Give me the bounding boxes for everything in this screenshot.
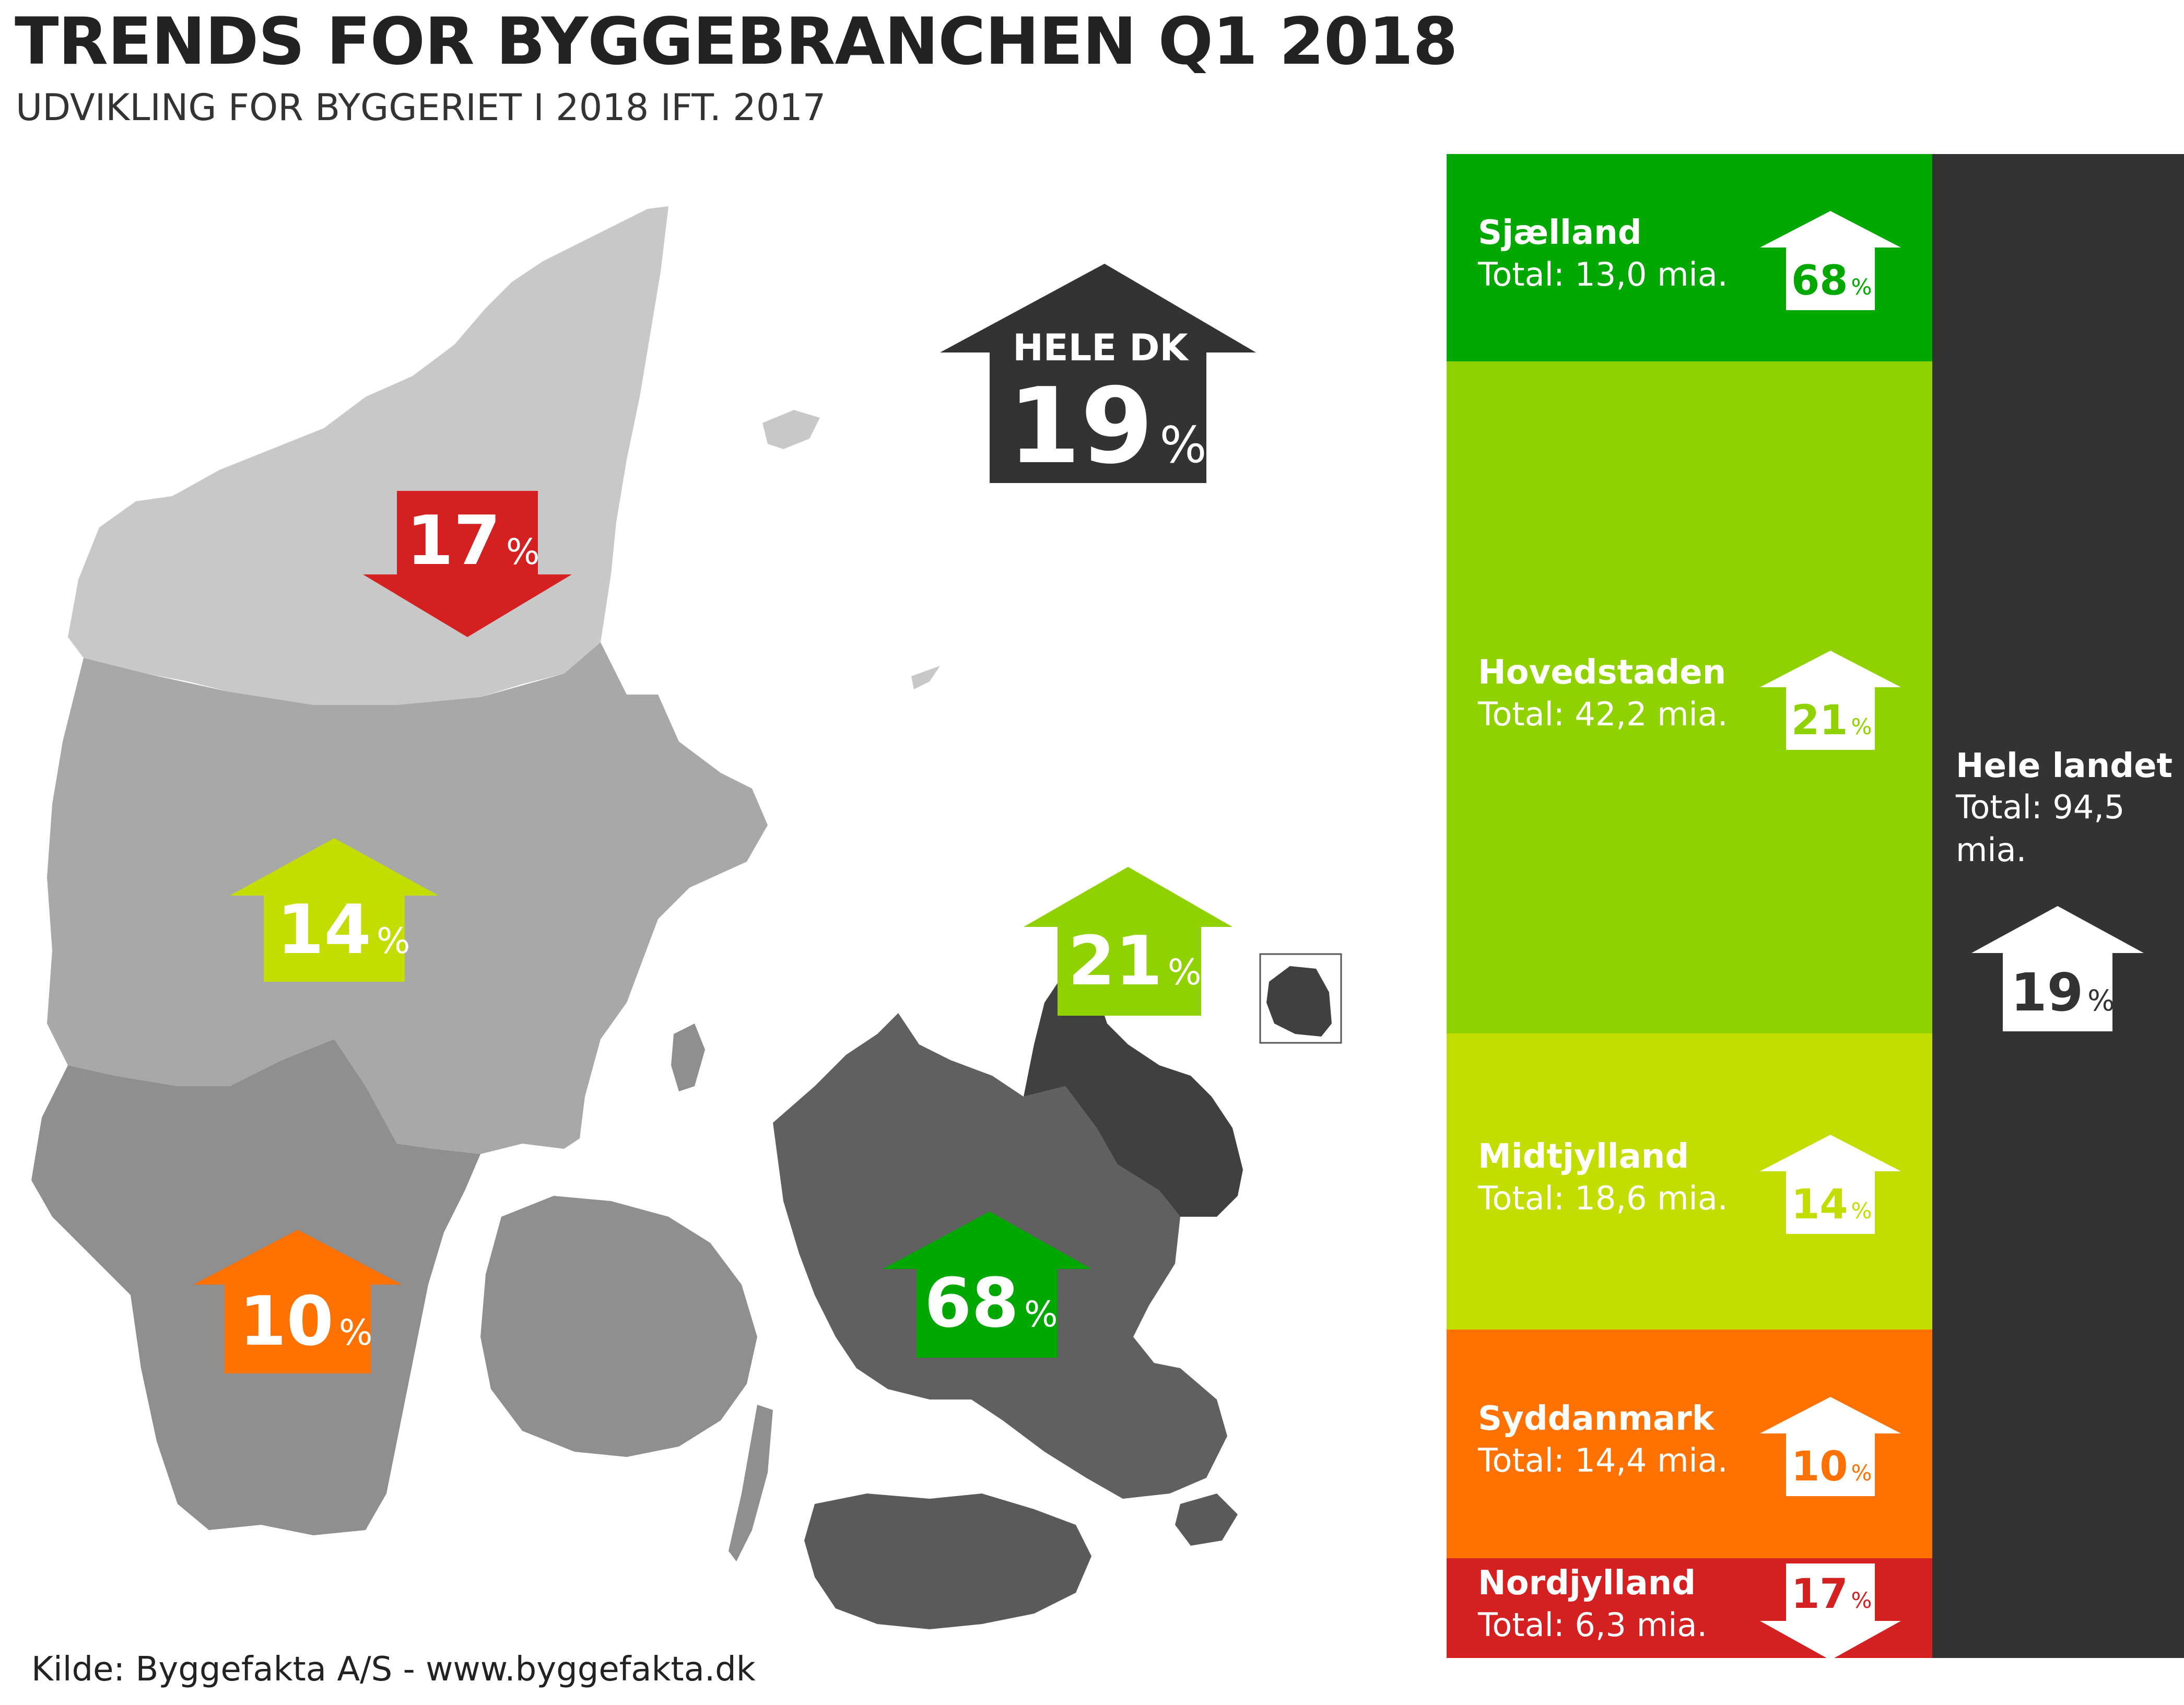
region-name-nordjylland: Nordjylland (1478, 1563, 1696, 1603)
region-total-syddanmark: Total: 14,4 mia. (1478, 1441, 1728, 1479)
hele-landet-value: 19 (2011, 962, 2083, 1023)
region-value-hovedstaden: 21 (1791, 697, 1848, 744)
region-arrow-up-icon-syddanmark: 10% (1760, 1397, 1901, 1496)
national-value: 19% (1008, 366, 1207, 487)
region-block-hovedstaden: Hovedstaden Total: 42,2 mia. 21% (1447, 361, 1932, 1033)
hovedstaden-arrow-up-icon (1024, 867, 1232, 1016)
region-block-sjaelland: Sjælland Total: 13,0 mia. 68% (1447, 154, 1932, 361)
region-name-syddanmark: Syddanmark (1478, 1400, 1715, 1438)
svg-text:21%: 21% (1791, 697, 1872, 744)
region-value-sjaelland: 68 (1791, 257, 1848, 304)
svg-text:10%: 10% (1791, 1443, 1872, 1490)
region-total-nordjylland: Total: 6,3 mia. (1478, 1605, 1708, 1644)
national-arrow-up-icon (940, 264, 1256, 483)
region-name-midtjylland: Midtjylland (1478, 1137, 1689, 1176)
syddanmark-arrow-up-icon (193, 1230, 402, 1373)
region-shape-laeso (911, 666, 940, 689)
source-credit: Kilde: Byggefakta A/S - www.byggefakta.d… (31, 1650, 756, 1689)
region-unit-sjaelland: % (1851, 274, 1872, 300)
hele-landet-total: Total: 94,5 mia. (1956, 788, 2125, 869)
page-subtitle: UDVIKLING FOR BYGGERIET I 2018 IFT. 2017 (16, 86, 826, 129)
page-title: TRENDS FOR BYGGEBRANCHEN Q1 2018 (15, 4, 1458, 79)
denmark-map: HELE DK 19% 17% 14% 10% 68% 21% (31, 206, 1342, 1629)
midtjylland-arrow-up-icon (230, 838, 439, 982)
region-shape-anholt (762, 410, 820, 449)
syddanmark-map-value: 10% (239, 1281, 373, 1361)
svg-text:19%: 19% (2011, 962, 2115, 1023)
region-shape-fyn (480, 1196, 757, 1457)
region-unit-syddanmark: % (1851, 1460, 1872, 1486)
region-shape-langeland (729, 1405, 773, 1561)
svg-text:14%: 14% (1791, 1181, 1872, 1228)
region-shape-samso (671, 1024, 705, 1091)
region-arrow-up-icon-hovedstaden: 21% (1760, 650, 1901, 750)
region-shape-mon (1175, 1494, 1238, 1546)
region-total-sjaelland: Total: 13,0 mia. (1478, 255, 1728, 293)
region-name-hovedstaden: Hovedstaden (1478, 653, 1727, 692)
region-total-hovedstaden: Total: 42,2 mia. (1478, 695, 1728, 733)
hovedstaden-map-value: 21% (1068, 921, 1202, 1001)
region-total-midtjylland: Total: 18,6 mia. (1478, 1179, 1728, 1217)
hele-landet-arrow-up-icon: 19% (1971, 906, 2144, 1031)
svg-text:17%: 17% (1791, 1571, 1872, 1618)
region-value-midtjylland: 14 (1791, 1181, 1848, 1228)
midtjylland-map-value: 14% (277, 890, 410, 969)
region-arrow-down-icon-nordjylland: 17% (1760, 1563, 1901, 1660)
region-unit-nordjylland: % (1851, 1588, 1872, 1613)
region-name-sjaelland: Sjælland (1478, 213, 1642, 252)
region-shape-midtjylland (47, 642, 768, 1154)
sjaelland-arrow-up-icon (883, 1212, 1091, 1358)
region-shape-nordjylland (68, 206, 668, 708)
region-shape-hovedstaden (1024, 956, 1243, 1217)
region-unit-midtjylland: % (1851, 1198, 1872, 1224)
hele-landet-unit: % (2087, 984, 2115, 1017)
hele-landet-name: Hele landet (1956, 747, 2173, 785)
sjaelland-map-value: 68% (924, 1263, 1058, 1343)
region-block-midtjylland: Midtjylland Total: 18,6 mia. 14% (1447, 1033, 1932, 1330)
nordjylland-arrow-down-icon (363, 491, 572, 637)
svg-text:68%: 68% (1791, 257, 1872, 304)
nordjylland-map-value: 17% (406, 501, 540, 580)
region-arrow-up-icon-sjaelland: 68% (1760, 210, 1901, 310)
region-shape-bornholm (1266, 966, 1332, 1037)
region-shape-lolland-falster (804, 1494, 1091, 1629)
region-block-nordjylland: Nordjylland Total: 6,3 mia. 17% (1447, 1558, 1932, 1660)
region-unit-hovedstaden: % (1851, 714, 1872, 739)
region-block-syddanmark: Syddanmark Total: 14,4 mia. 10% (1447, 1330, 1932, 1558)
bornholm-inset-frame (1259, 953, 1342, 1044)
region-arrow-up-icon-midtjylland: 14% (1760, 1134, 1901, 1234)
region-value-nordjylland: 17 (1791, 1571, 1848, 1618)
region-value-syddanmark: 10 (1791, 1443, 1848, 1490)
national-label: HELE DK (1013, 326, 1189, 369)
hele-landet-panel: Hele landet Total: 94,5 mia. 19% (1932, 154, 2184, 1658)
